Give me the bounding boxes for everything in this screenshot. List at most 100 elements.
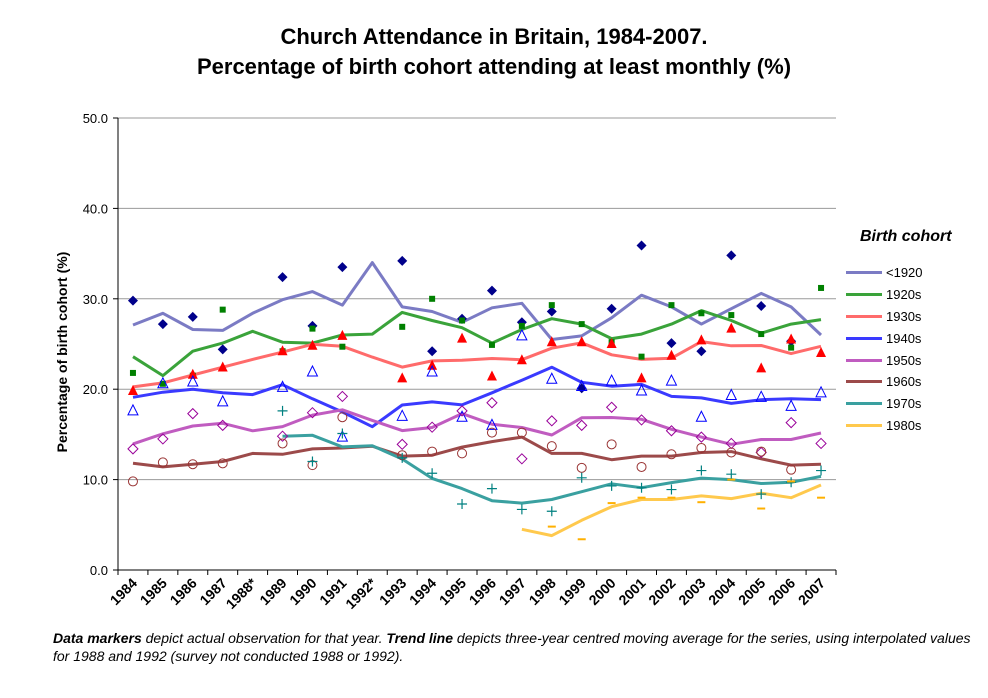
x-tick-label: 2007 [795, 575, 828, 608]
x-tick-label: 1988* [223, 574, 261, 612]
trend-line-1940s [132, 365, 822, 429]
data-point-1920 [337, 262, 348, 273]
data-point-1920s [818, 284, 825, 291]
x-tick-label: 2004 [705, 575, 738, 608]
data-point-1970s [756, 489, 767, 500]
data-point-1920s [159, 380, 166, 387]
data-point-1970s [576, 472, 587, 483]
data-point-1940s [426, 364, 438, 377]
legend-label: <1920 [886, 265, 923, 281]
data-point-1950s [546, 415, 558, 427]
trend-line-1930s [132, 340, 822, 389]
data-point-1960s [217, 458, 228, 469]
legend: Birth cohort <1920 1920s 1930s 1940s 1950s 19… [846, 226, 986, 436]
x-tick-label: 1992* [342, 574, 380, 612]
data-point-1930s [427, 359, 438, 370]
x-tick-label: 2006 [765, 575, 798, 608]
x-tick-label: 1989 [256, 575, 289, 608]
data-point-1920 [217, 344, 228, 355]
data-point-1930s [516, 354, 527, 365]
data-point-1940s [186, 374, 199, 387]
data-point-1940s [815, 385, 827, 398]
data-point-1920s [518, 322, 525, 329]
data-point-1920 [696, 346, 707, 357]
data-point-1920 [726, 250, 737, 261]
data-point-1930s [666, 349, 677, 360]
data-point-1930s [457, 332, 468, 343]
data-point-1940s [276, 380, 289, 392]
data-point-1960s [457, 448, 468, 459]
data-point-1940s [635, 383, 648, 396]
data-point-1920s [339, 343, 346, 350]
legend-swatch [846, 336, 882, 340]
data-point-1950s [785, 416, 797, 429]
data-point-1930s [187, 368, 198, 379]
legend-item: 1940s [846, 327, 986, 349]
legend-swatch [846, 271, 882, 275]
legend-label: 1930s [886, 308, 922, 324]
data-point-1940s [127, 403, 139, 416]
x-tick-label: 1984 [107, 575, 140, 608]
trend-line-1970s [282, 433, 822, 505]
data-point-1920s [488, 341, 495, 348]
data-point-1920s [459, 317, 466, 324]
legend-label: 1960s [886, 374, 922, 390]
data-point-1940s [336, 429, 349, 442]
data-point-1950s [306, 406, 319, 419]
data-point-1920s [728, 312, 735, 319]
footnote-text-2: depicts three-year centred moving averag… [53, 630, 971, 664]
data-point-1930s [576, 336, 587, 347]
data-point-1940s [545, 372, 558, 384]
data-point-1960s [756, 446, 767, 457]
x-tick-label: 2003 [675, 575, 708, 608]
y-tick-label: 30.0 [83, 292, 108, 307]
y-tick-label: 20.0 [83, 382, 108, 397]
data-point-1930s [786, 333, 797, 344]
data-point-1930s [337, 329, 348, 340]
data-point-1960s [636, 461, 647, 472]
data-point-1970s [486, 483, 497, 494]
data-point-1920s [578, 321, 585, 328]
x-tick-label: 1997 [496, 575, 529, 608]
data-point-1920 [756, 301, 767, 312]
data-point-1950s [127, 443, 139, 455]
legend-swatch [846, 293, 882, 297]
data-point-1920s [399, 323, 406, 330]
data-point-1920 [157, 319, 168, 330]
data-point-1940s [306, 364, 319, 377]
data-point-1940s [575, 379, 588, 391]
data-point-1940s [695, 410, 708, 422]
data-point-1920 [606, 303, 617, 314]
data-point-1920 [187, 311, 198, 322]
legend-items: <1920 1920s 1930s 1940s 1950s 1960s 1970s 1980s [846, 262, 986, 436]
data-point-1920 [636, 240, 647, 251]
x-tick-label: 1993 [376, 575, 409, 608]
data-point-1970s [636, 482, 647, 493]
data-point-1970s [397, 452, 408, 463]
data-point-1950s [665, 425, 678, 437]
legend-label: 1970s [886, 396, 922, 412]
data-point-1920s [668, 302, 675, 309]
data-point-1970s [277, 405, 288, 416]
data-point-1930s [816, 347, 827, 358]
data-point-1920 [127, 295, 138, 306]
data-point-1960s [486, 427, 497, 438]
x-tick-label: 1995 [436, 575, 469, 608]
data-point-1960s [606, 439, 617, 450]
data-point-1950s [336, 390, 349, 403]
y-axis-label: Percentage of birth cohort (%) [54, 251, 70, 453]
data-point-1960s [157, 457, 168, 468]
data-point-1930s [636, 372, 647, 383]
data-point-1960s [786, 464, 797, 475]
data-point-1950s [695, 431, 708, 443]
legend-label: 1920s [886, 287, 922, 303]
data-point-1930s [756, 362, 767, 373]
legend-swatch [846, 380, 882, 384]
trend-line-1920s [132, 309, 822, 378]
data-point-1930s [726, 322, 737, 333]
data-point-1930s [307, 339, 318, 350]
x-tick-label: 2005 [735, 575, 768, 608]
data-point-1950s [187, 407, 199, 420]
data-point-1970s [696, 465, 707, 476]
